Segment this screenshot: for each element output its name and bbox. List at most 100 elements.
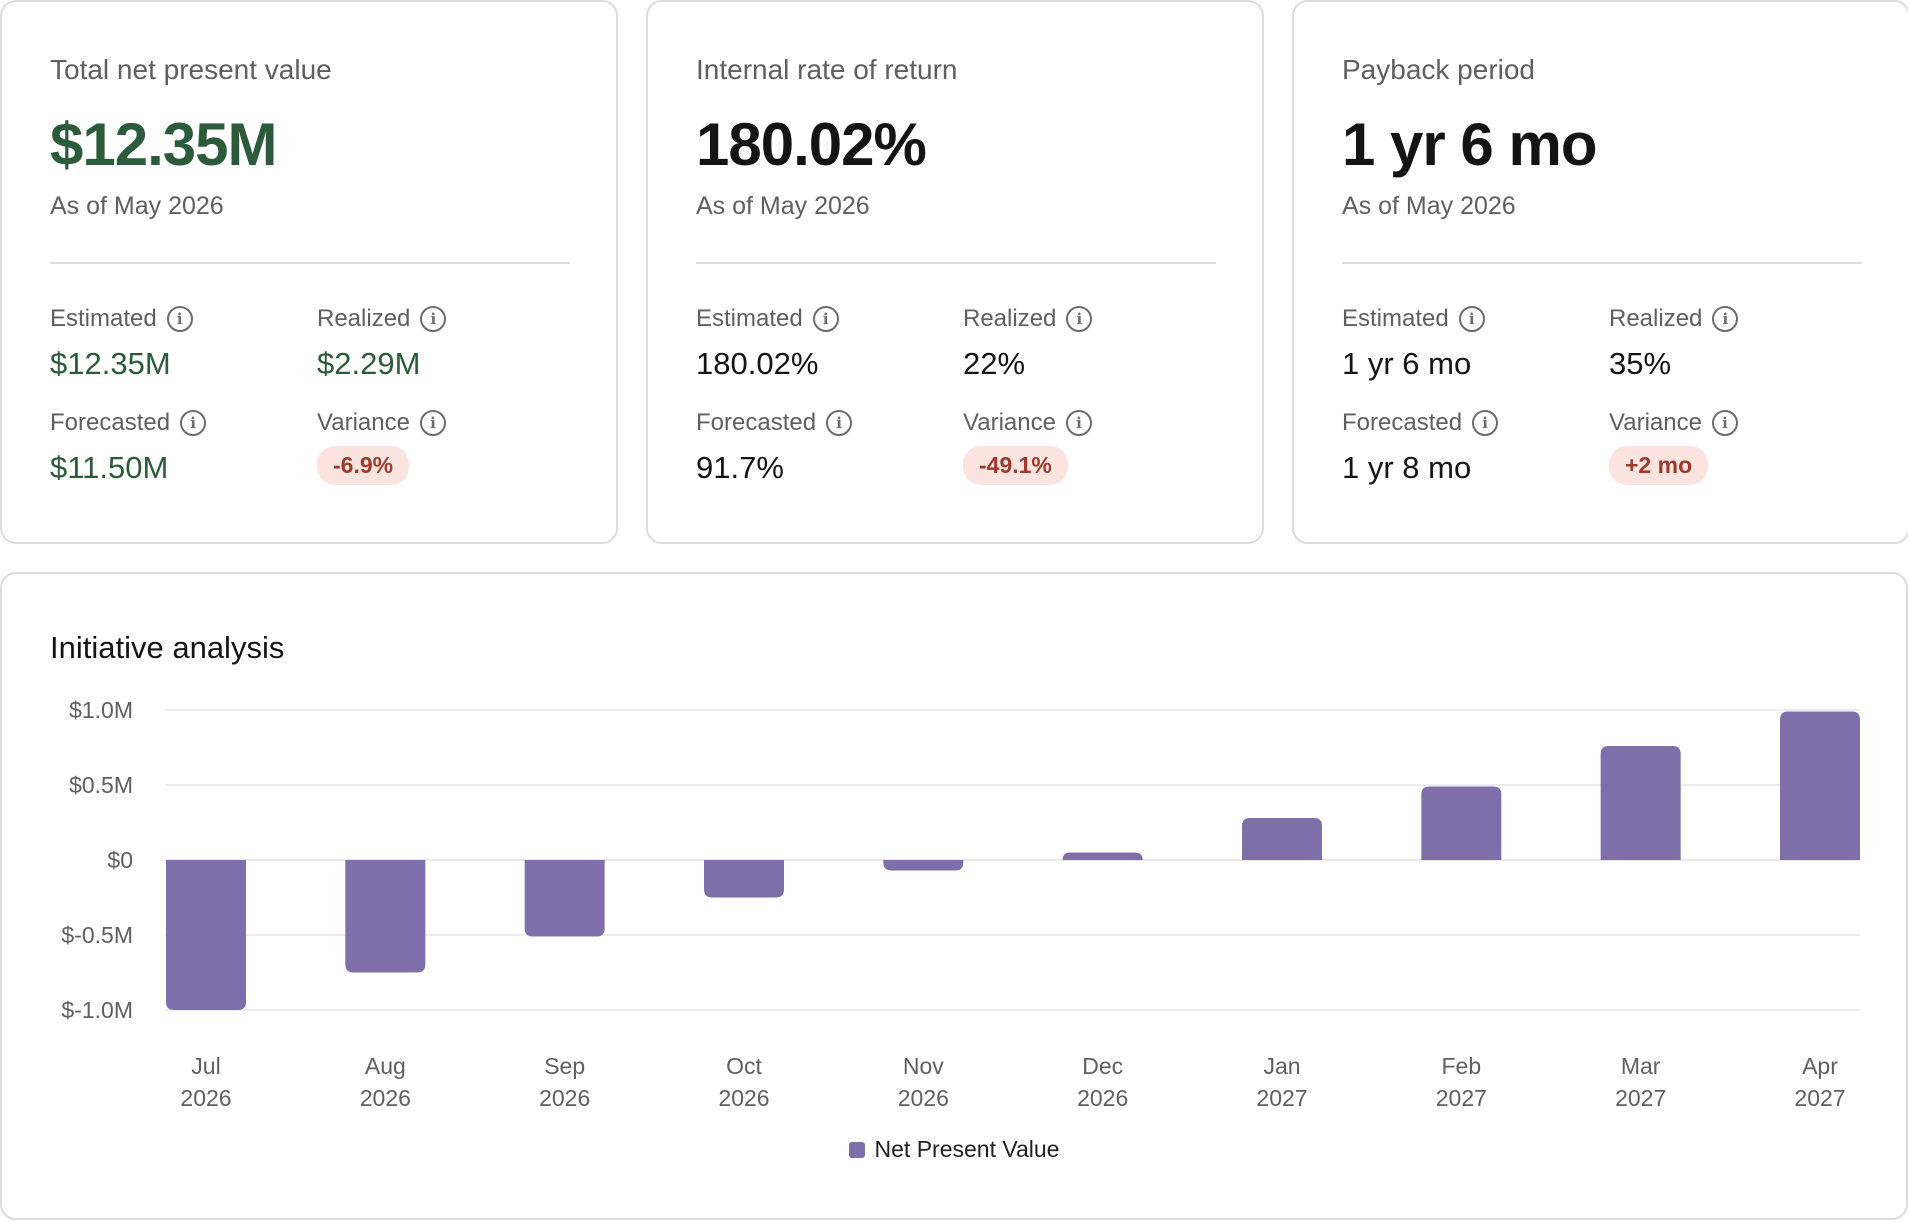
stat-forecasted-label-row: Forecasted i [1342, 406, 1499, 440]
stat-variance: Variance i -6.9% [317, 406, 446, 485]
x-tick-label: Apr [1802, 1053, 1838, 1079]
metric-title: Total net present value [50, 54, 332, 85]
info-icon[interactable]: i [1458, 306, 1485, 332]
stat-estimated-label-row: Estimated i [696, 302, 839, 336]
stat-variance-label-row: Variance i [1609, 406, 1738, 440]
stat-label: Estimated [696, 305, 803, 332]
x-tick-label: 2027 [1615, 1085, 1666, 1111]
x-tick-label: Nov [903, 1053, 944, 1079]
metric-card-payback: Payback period 1 yr 6 mo As of May 2026 … [1292, 0, 1908, 544]
y-tick-label: $-1.0M [61, 997, 133, 1023]
stat-value: 180.02% [696, 346, 819, 381]
x-tick-label: 2026 [1077, 1085, 1128, 1111]
y-tick-label: $-0.5M [61, 922, 133, 948]
stat-label: Forecasted [1342, 409, 1463, 436]
stat-realized-label-row: Realized i [963, 302, 1093, 336]
x-tick-label: 2027 [1794, 1085, 1845, 1111]
stat-forecasted: Forecasted i 1 yr 8 mo [1342, 406, 1499, 486]
bar-nov-2026[interactable] [883, 860, 964, 871]
stat-estimated: Estimated i 1 yr 6 mo [1342, 302, 1485, 382]
x-tick-label: Jan [1263, 1053, 1300, 1079]
divider [696, 262, 1216, 264]
metric-value: 1 yr 6 mo [1342, 111, 1597, 178]
stat-forecasted-label-row: Forecasted i [696, 406, 853, 440]
bar-sep-2026[interactable] [524, 860, 605, 937]
stat-label: Variance [963, 409, 1056, 436]
y-tick-label: $0.5M [69, 772, 133, 798]
stat-value: 1 yr 8 mo [1342, 450, 1472, 485]
stat-label: Variance [1609, 409, 1702, 436]
y-tick-label: $0 [107, 847, 133, 873]
info-icon[interactable]: i [419, 410, 446, 436]
bar-oct-2026[interactable] [704, 860, 784, 898]
variance-badge: -49.1% [963, 446, 1068, 485]
variance-badge: -6.9% [317, 446, 410, 485]
stat-estimated-label-row: Estimated i [1342, 302, 1485, 336]
y-tick-label: $1.0M [69, 697, 133, 723]
bar-aug-2026[interactable] [345, 860, 426, 973]
net-present-value-chart: $1.0M $0.5M $0 $-0.5M $-1.0M Jul 2026 Aug 2026 Se… [61, 697, 1860, 1111]
bar-jan-2027[interactable] [1242, 818, 1322, 860]
info-icon[interactable]: i [812, 306, 839, 332]
stat-label: Forecasted [696, 409, 817, 436]
stat-forecasted: Forecasted i $11.50M [50, 406, 207, 486]
metric-title: Internal rate of return [696, 54, 958, 85]
stat-variance-label-row: Variance i [317, 406, 446, 440]
stat-value: $11.50M [50, 450, 169, 485]
bar-mar-2027[interactable] [1600, 746, 1681, 860]
x-tick-label: 2026 [539, 1085, 590, 1111]
stat-variance: Variance i +2 mo [1609, 406, 1738, 485]
info-icon[interactable]: i [1472, 410, 1499, 436]
x-tick-label: 2027 [1436, 1085, 1487, 1111]
bar-jul-2026[interactable] [166, 860, 246, 1010]
metric-value: 180.02% [696, 111, 927, 178]
info-icon[interactable]: i [1711, 410, 1738, 436]
x-tick-label: 2026 [718, 1085, 769, 1111]
stat-value: $2.29M [317, 346, 421, 381]
metric-as-of: As of May 2026 [696, 192, 870, 220]
metric-card-irr: Internal rate of return 180.02% As of Ma… [646, 0, 1264, 544]
x-tick-label: Oct [726, 1053, 762, 1079]
info-icon[interactable]: i [1065, 410, 1092, 436]
chart-title: Initiative analysis [50, 630, 285, 665]
bar-feb-2027[interactable] [1421, 786, 1502, 861]
x-tick-label: Aug [365, 1053, 406, 1079]
divider [50, 262, 570, 264]
metric-card-npv: Total net present value $12.35M As of Ma… [0, 0, 618, 544]
stat-forecasted: Forecasted i 91.7% [696, 406, 853, 486]
stat-realized: Realized i $2.29M [317, 302, 447, 382]
metric-as-of: As of May 2026 [1342, 192, 1516, 220]
initiative-analysis-card: Initiative analysis $1.0M $0.5M $0 $-0.5M $-… [0, 572, 1908, 1220]
stat-variance: Variance i -49.1% [963, 406, 1092, 485]
metric-title: Payback period [1342, 54, 1536, 85]
info-icon[interactable]: i [166, 306, 193, 332]
info-icon[interactable]: i [1066, 306, 1093, 332]
legend-swatch [848, 1141, 865, 1158]
stat-label: Variance [317, 409, 410, 436]
stat-label: Estimated [1342, 305, 1449, 332]
stat-value: $12.35M [50, 346, 171, 381]
x-tick-label: Jul [191, 1053, 220, 1079]
metric-value: $12.35M [50, 111, 277, 178]
stat-value: 22% [963, 346, 1026, 381]
metric-as-of: As of May 2026 [50, 192, 224, 220]
legend-label: Net Present Value [874, 1136, 1060, 1162]
info-icon[interactable]: i [420, 306, 447, 332]
x-tick-label: 2026 [360, 1085, 411, 1111]
x-tick-label: Feb [1442, 1053, 1482, 1079]
info-icon[interactable]: i [1712, 306, 1739, 332]
bar-dec-2026[interactable] [1062, 852, 1143, 861]
x-tick-label: 2026 [180, 1085, 231, 1111]
stat-value: 91.7% [696, 450, 784, 485]
stat-label: Realized [317, 305, 411, 332]
bar-apr-2027[interactable] [1780, 711, 1860, 861]
stat-realized-label-row: Realized i [1609, 302, 1739, 336]
chart-legend: Net Present Value [2, 1136, 1906, 1163]
x-tick-label: 2027 [1256, 1085, 1307, 1111]
stat-estimated: Estimated i $12.35M [50, 302, 193, 382]
stat-realized: Realized i 22% [963, 302, 1093, 382]
divider [1342, 262, 1862, 264]
stat-realized-label-row: Realized i [317, 302, 447, 336]
info-icon[interactable]: i [180, 410, 207, 436]
info-icon[interactable]: i [826, 410, 853, 436]
